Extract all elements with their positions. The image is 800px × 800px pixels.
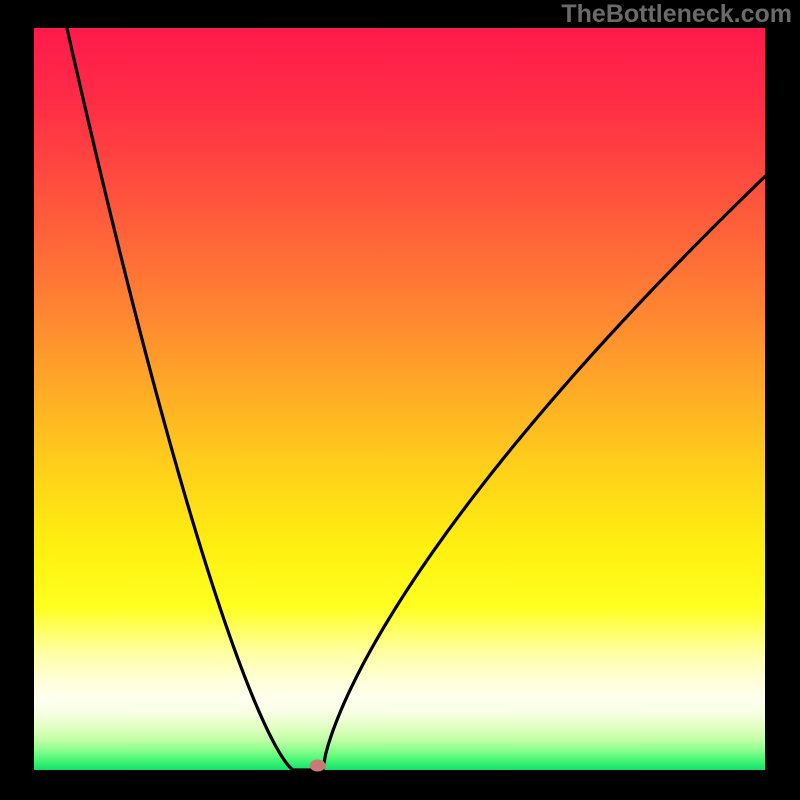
plot-background bbox=[34, 28, 765, 770]
chart-container: TheBottleneck.com bbox=[0, 0, 800, 800]
watermark-text: TheBottleneck.com bbox=[561, 0, 792, 29]
bottleneck-chart bbox=[0, 0, 800, 800]
optimum-marker bbox=[310, 760, 326, 772]
